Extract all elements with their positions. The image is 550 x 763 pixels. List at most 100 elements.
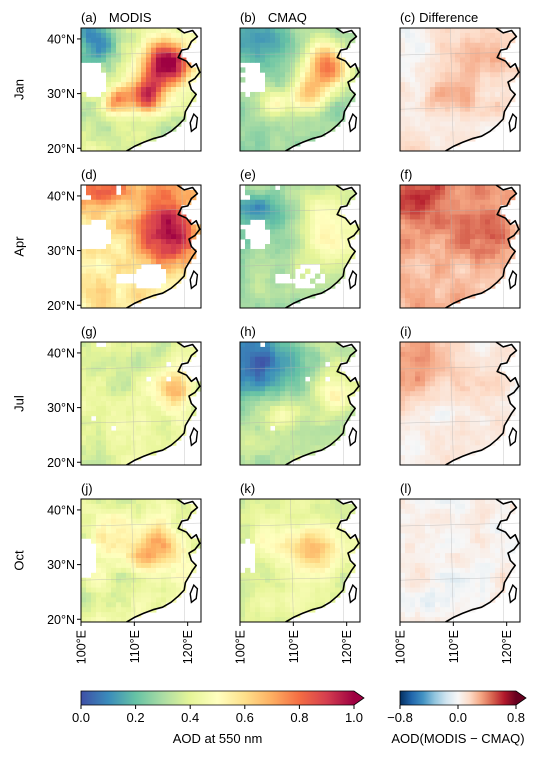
aod-cell	[315, 401, 321, 407]
aod-cell	[310, 214, 316, 220]
aod-cell	[280, 346, 286, 353]
aod-cell	[310, 386, 316, 392]
aod-cell	[240, 445, 246, 451]
aod-cell	[240, 356, 246, 363]
aod-cell	[475, 248, 481, 255]
aod-cell	[91, 420, 97, 427]
aod-cell	[141, 194, 147, 201]
aod-cell	[171, 37, 177, 44]
aod-cell	[116, 131, 122, 137]
aod-cell	[305, 450, 311, 456]
aod-cell	[415, 293, 421, 299]
aod-cell	[141, 518, 147, 524]
aod-cell	[126, 513, 132, 520]
aod-cell	[285, 87, 291, 93]
aod-cell	[171, 219, 177, 225]
aod-cell	[106, 548, 112, 554]
aod-cell	[250, 371, 256, 377]
aod-cell	[171, 351, 177, 358]
aod-cell	[146, 499, 152, 505]
aod-cell	[181, 562, 187, 569]
aod-cell	[475, 273, 481, 279]
aod-cell	[410, 253, 416, 260]
aod-cell	[270, 288, 276, 294]
aod-cell	[86, 508, 92, 515]
aod-cell	[305, 209, 311, 215]
aod-cell	[475, 42, 481, 49]
aod-cell	[101, 376, 107, 382]
aod-cell	[505, 67, 511, 73]
aod-cell	[320, 234, 326, 240]
aod-cell	[141, 558, 147, 564]
aod-cell	[121, 523, 127, 529]
aod-cell	[425, 91, 431, 98]
aod-cell	[420, 87, 426, 93]
aod-cell	[330, 410, 336, 417]
aod-cell	[275, 229, 281, 235]
aod-cell	[96, 47, 102, 53]
aod-cell	[405, 111, 411, 117]
aod-cell	[475, 401, 481, 407]
aod-cell	[320, 47, 326, 53]
aod-cell	[250, 47, 256, 53]
aod-cell	[440, 283, 446, 289]
aod-cell	[280, 189, 286, 196]
aod-cell	[305, 244, 311, 250]
coastline	[285, 342, 360, 465]
aod-cell	[400, 214, 406, 220]
aod-cell	[420, 126, 426, 132]
aod-cell	[151, 126, 157, 132]
aod-cell	[495, 87, 501, 93]
aod-cell	[186, 91, 192, 98]
aod-cell	[250, 455, 256, 461]
aod-cell	[465, 356, 471, 363]
aod-cell	[260, 405, 266, 412]
aod-cell	[315, 420, 321, 427]
aod-cell	[330, 204, 336, 210]
aod-cell	[460, 189, 466, 196]
aod-cell	[420, 146, 426, 151]
aod-cell	[270, 62, 276, 68]
aod-cell	[111, 371, 117, 377]
aod-cell	[455, 47, 461, 53]
aod-cell	[111, 548, 117, 554]
aod-cell	[480, 116, 486, 122]
aod-cell	[510, 346, 516, 353]
aod-cell	[285, 199, 291, 206]
aod-cell	[126, 121, 132, 127]
aod-cell	[275, 435, 281, 441]
aod-cell	[126, 425, 132, 431]
aod-cell	[340, 346, 346, 353]
aod-cell	[151, 396, 157, 402]
aod-cell	[445, 96, 451, 103]
aod-cell	[500, 229, 506, 235]
aod-cell	[181, 194, 187, 201]
aod-cell	[166, 101, 172, 108]
aod-cell	[86, 607, 92, 613]
aod-cell	[340, 396, 346, 402]
aod-cell	[345, 381, 351, 387]
aod-cell	[305, 96, 311, 103]
aod-cell	[485, 346, 491, 353]
aod-cell	[250, 209, 256, 215]
aod-cell	[161, 401, 167, 407]
aod-cell	[310, 106, 316, 113]
aod-cell	[106, 543, 112, 549]
aod-cell	[475, 440, 481, 446]
aod-cell	[141, 42, 147, 49]
aod-cell	[240, 415, 246, 422]
aod-cell	[295, 356, 301, 363]
aod-cell	[136, 587, 142, 593]
aod-cell	[470, 420, 476, 427]
aod-cell	[131, 572, 137, 579]
aod-cell	[450, 204, 456, 210]
aod-field	[240, 28, 360, 151]
aod-cell	[186, 253, 192, 260]
aod-cell	[485, 410, 491, 417]
aod-cell	[121, 518, 127, 524]
aod-cell	[270, 268, 276, 274]
aod-cell	[260, 430, 266, 436]
aod-cell	[86, 420, 92, 427]
aod-cell	[490, 420, 496, 427]
aod-cell	[146, 401, 152, 407]
